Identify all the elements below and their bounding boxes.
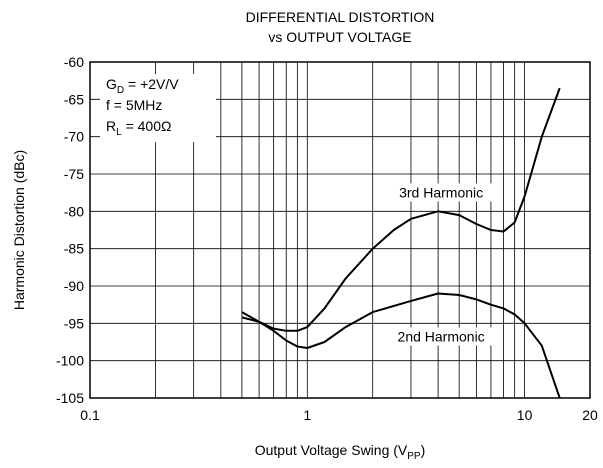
annotation-part: G <box>106 76 117 92</box>
y-tick-label: -90 <box>64 278 84 294</box>
series-label: 2nd Harmonic <box>398 329 485 345</box>
y-tick-label: -100 <box>56 353 84 369</box>
x-axis-label: Output Voltage Swing (VPP) <box>255 442 426 462</box>
annotation-part: = +2V/V <box>124 76 179 92</box>
annotation-part: f = 5MHz <box>106 97 162 113</box>
annotation-part: = 400Ω <box>122 118 172 134</box>
annotation-part: R <box>106 118 116 134</box>
annotation: GD = +2V/V <box>106 76 179 96</box>
y-tick-label: -80 <box>64 203 84 219</box>
annotation-box <box>100 74 216 142</box>
legend-bg <box>386 327 497 346</box>
series-label: 3rd Harmonic <box>399 184 483 200</box>
x-tick-label: 10 <box>517 407 533 423</box>
annotation-sub: D <box>117 85 124 96</box>
y-tick-label: -75 <box>64 166 84 182</box>
legend-bg <box>386 183 497 202</box>
y-tick-label: -105 <box>56 390 84 406</box>
y-axis-label: Harmonic Distortion (dBc) <box>11 150 27 310</box>
y-tick-label: -65 <box>64 91 84 107</box>
plot-frame <box>89 61 591 399</box>
annotation: RL = 400Ω <box>106 118 171 138</box>
x-axis-label-part: ) <box>421 442 426 458</box>
line <box>241 292 561 399</box>
x-axis-label-sub: PP <box>407 451 421 462</box>
line <box>241 87 561 332</box>
chart-title: DIFFERENTIAL DISTORTION <box>246 9 435 25</box>
annotation: f = 5MHz <box>106 97 162 113</box>
y-tick-label: -70 <box>64 129 84 145</box>
x-axis-label-part: Output Voltage Swing (V <box>255 442 408 458</box>
x-tick-label: 1 <box>303 407 311 423</box>
y-tick-label: -85 <box>64 241 84 257</box>
chart-title: vs OUTPUT VOLTAGE <box>268 29 411 45</box>
x-tick-label: 20 <box>582 407 598 423</box>
annotation-sub: L <box>116 127 122 138</box>
x-tick-label: 0.1 <box>80 407 100 423</box>
y-tick-label: -95 <box>64 315 84 331</box>
y-tick-label: -60 <box>64 54 84 70</box>
